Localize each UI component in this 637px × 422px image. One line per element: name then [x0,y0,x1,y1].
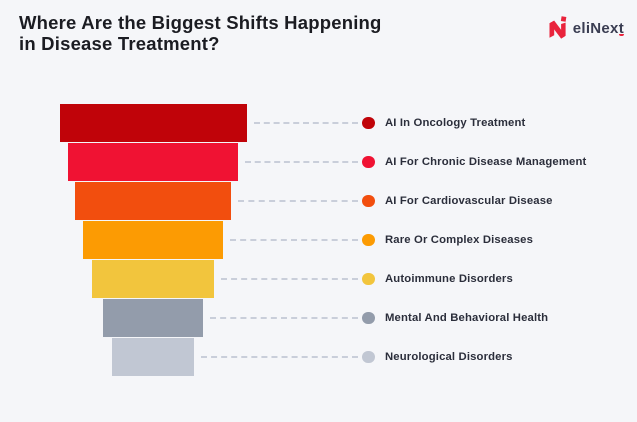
funnel-bar [82,221,224,259]
funnel-row: AI For Cardiovascular Disease [0,182,637,220]
legend-dot [362,272,375,285]
leader-line [220,278,358,280]
leader-line [245,161,358,163]
funnel-bar [92,260,214,298]
leader-line [237,200,358,202]
legend-label: AI For Chronic Disease Management [385,155,587,168]
funnel-chart: AI In Oncology Treatment AI For Chronic D… [0,104,637,384]
leader-line [209,317,358,319]
page-title-line1: Where Are the Biggest Shifts Happening [19,12,382,33]
funnel-bar [67,143,239,181]
funnel-row: Neurological Disorders [0,338,637,376]
funnel-bar [103,299,203,337]
funnel-row: Autoimmune Disorders [0,260,637,298]
funnel-bar [59,104,247,142]
legend-dot [362,350,375,363]
funnel-row: AI In Oncology Treatment [0,104,637,142]
legend-label: Autoimmune Disorders [385,272,513,285]
elinext-logo: eliNext [548,16,625,41]
elinext-n-icon [549,16,567,39]
legend-dot [362,233,375,246]
legend-label: Rare Or Complex Diseases [385,233,534,246]
funnel-bar [111,338,195,376]
legend-dot [362,155,375,168]
page-title-line2: in Disease Treatment? [19,32,220,54]
leader-line [253,122,358,124]
legend-label: AI For Cardiovascular Disease [385,194,553,207]
funnel-row: AI For Chronic Disease Management [0,143,637,181]
leader-line [201,356,358,358]
legend-label: Neurological Disorders [385,350,513,363]
legend-dot [362,116,375,129]
elinext-wordmark: eliNext [572,20,625,37]
legend-dot [362,194,375,207]
funnel-bar [75,182,231,220]
legend-label: Mental And Behavioral Health [385,311,549,324]
funnel-row: Rare Or Complex Diseases [0,221,637,259]
funnel-row: Mental And Behavioral Health [0,299,637,337]
leader-line [230,239,358,241]
page-title: Where Are the Biggest Shifts Happening i… [19,12,382,54]
legend-dot [362,311,375,324]
legend-label: AI In Oncology Treatment [385,116,526,129]
